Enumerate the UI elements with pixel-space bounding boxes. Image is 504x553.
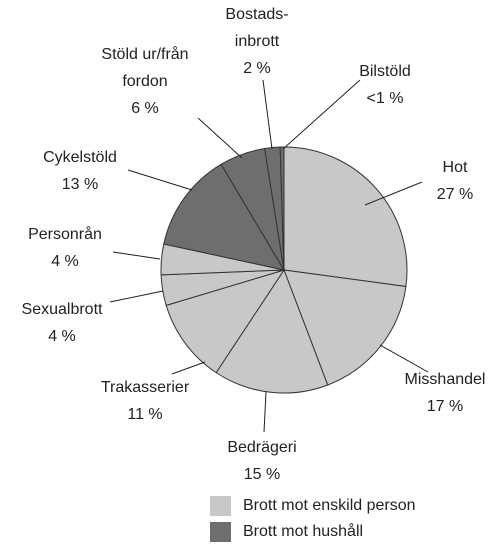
leader-line [171,361,206,375]
value-label: 27 % [437,186,473,203]
value-label: <1 % [367,90,404,107]
slice-label: Bostads-inbrott [225,6,288,50]
slice-label: Bedrägeri [227,439,296,456]
pie-slice [283,146,408,288]
value-label: 17 % [427,398,463,415]
leader-line [379,344,429,373]
legend-swatch [210,496,231,516]
slice-label: Bilstöld [359,63,411,80]
leader-line [364,181,423,206]
slice-label: Personrån [28,225,102,243]
pie-slice [163,163,286,271]
slice-label: Hot [443,159,468,176]
value-label: 6 % [131,100,159,117]
value-label: 15 % [244,466,280,483]
pie-slice [165,269,286,374]
pie-slice [215,268,329,394]
legend-swatch [210,522,231,542]
legend-label: Brott mot hushåll [243,522,363,540]
value-label: 11 % [127,406,162,423]
leader-line [282,79,361,150]
pie-slice [283,269,407,386]
slice-label: Trakasserier [101,379,190,396]
value-label: 2 % [243,60,271,77]
leader-line [112,251,161,260]
slice-label: Cykelstöld [43,149,117,166]
leader-line [263,391,267,433]
legend-label: Brott mot enskild person [243,497,416,514]
value-label: 4 % [51,253,79,270]
slice-label: Sexualbrott [22,301,103,318]
leader-line [197,117,243,159]
leader-line [109,290,164,303]
slice-label: Stöld ur/från fordon [101,45,188,90]
leader-line [262,79,273,150]
pie-slice [279,146,285,271]
value-label: 4 % [48,328,76,345]
value-label: 13 % [62,176,98,193]
slice-label: Misshandel [405,371,486,388]
leader-line [127,169,193,191]
